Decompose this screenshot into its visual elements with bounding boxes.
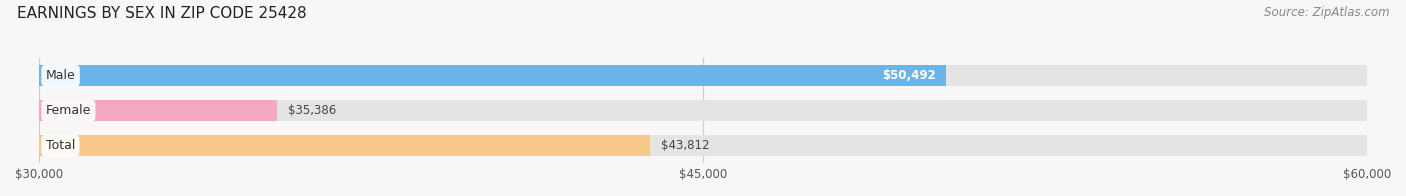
Bar xyxy=(39,65,1367,86)
Text: Male: Male xyxy=(46,69,76,82)
Bar xyxy=(39,135,651,156)
Bar xyxy=(39,100,277,122)
Text: $43,812: $43,812 xyxy=(661,139,710,152)
Bar xyxy=(39,100,1367,122)
Text: $50,492: $50,492 xyxy=(882,69,935,82)
Text: Source: ZipAtlas.com: Source: ZipAtlas.com xyxy=(1264,6,1389,19)
Text: EARNINGS BY SEX IN ZIP CODE 25428: EARNINGS BY SEX IN ZIP CODE 25428 xyxy=(17,6,307,21)
Bar xyxy=(39,65,946,86)
Text: Female: Female xyxy=(46,104,91,117)
Bar xyxy=(39,135,1367,156)
Text: Total: Total xyxy=(46,139,75,152)
Text: $35,386: $35,386 xyxy=(288,104,336,117)
